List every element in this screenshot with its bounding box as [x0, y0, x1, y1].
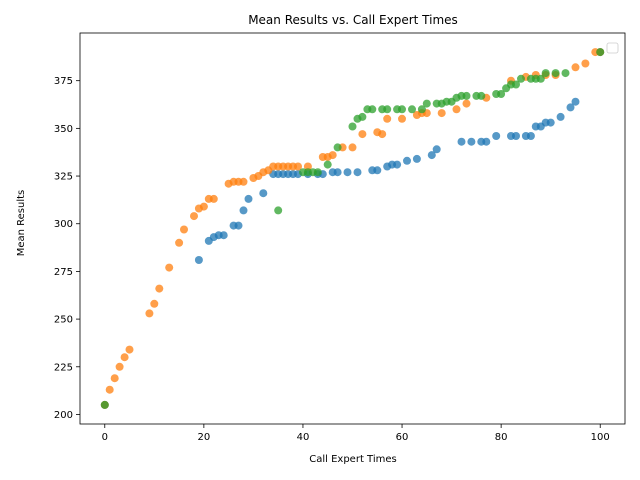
data-point-s2-11: [175, 238, 184, 247]
data-point-s2-5: [120, 353, 129, 362]
data-point-s1-31: [412, 154, 421, 163]
x-tick-label: 60: [396, 432, 409, 443]
data-point-s3-13: [368, 105, 377, 114]
data-point-s3-17: [398, 105, 406, 114]
data-point-s1-38: [492, 132, 501, 140]
data-point-s1-30: [403, 156, 411, 165]
data-point-s1-11: [259, 189, 268, 198]
y-axis-label: Mean Results: [16, 190, 27, 257]
data-point-s3-6: [313, 168, 322, 177]
data-point-s3-11: [358, 112, 367, 121]
data-point-s1-49: [571, 97, 580, 106]
data-point-s1-26: [373, 166, 382, 175]
x-tick-label: 40: [297, 432, 310, 443]
data-point-s1-2: [194, 256, 203, 264]
y-tick-label: 275: [54, 267, 73, 278]
data-point-s2-8: [150, 299, 159, 308]
data-point-s2-6: [125, 345, 134, 354]
data-point-s1-33: [432, 145, 441, 154]
data-point-s2-40: [378, 130, 387, 139]
data-point-s3-7: [323, 160, 332, 169]
y-tick-label: 200: [54, 410, 73, 421]
data-point-s1-10: [244, 194, 253, 203]
data-point-s1-34: [457, 137, 466, 146]
data-point-s1-48: [566, 103, 575, 112]
data-point-s2-7: [145, 309, 154, 318]
data-point-s3-15: [383, 105, 392, 114]
data-point-s1-46: [546, 118, 555, 127]
data-point-s2-13: [190, 212, 198, 221]
data-point-s1-8: [234, 221, 243, 230]
data-point-s3-18: [408, 105, 416, 114]
legend-box: [606, 42, 619, 54]
data-point-s2-46: [437, 109, 446, 118]
data-point-s3-2: [274, 206, 283, 215]
data-point-s2-15: [199, 202, 208, 211]
data-point-s3-39: [541, 69, 550, 78]
data-point-s2-42: [398, 114, 406, 123]
data-point-s1-32: [427, 151, 436, 160]
data-point-s1-6: [219, 231, 228, 240]
y-axis: 200 225 250 275 300 325 350 375: [54, 76, 80, 421]
data-point-s3-27: [462, 91, 471, 100]
data-point-s3-29: [477, 91, 486, 100]
data-point-s2-12: [180, 225, 188, 234]
data-point-s3-40: [551, 69, 560, 78]
data-point-s3-41: [561, 69, 570, 78]
data-point-s2-37: [348, 143, 357, 152]
data-point-s1-42: [526, 132, 535, 140]
data-point-s2-3: [110, 374, 119, 383]
data-point-s1-22: [333, 168, 342, 177]
data-point-s1-37: [482, 137, 491, 146]
data-point-s1-40: [512, 132, 520, 140]
data-point-s2-4: [115, 362, 124, 371]
data-point-s1-35: [467, 137, 476, 146]
data-point-s3-31: [497, 90, 506, 98]
x-tick-label: 20: [197, 432, 210, 443]
x-tick-label: 0: [102, 432, 108, 443]
data-point-s2-56: [581, 59, 590, 68]
data-point-s3-9: [348, 122, 357, 131]
data-point-s3-35: [517, 74, 525, 83]
data-point-s2-35: [328, 151, 337, 160]
data-point-s2-47: [452, 105, 461, 114]
data-point-s3-19: [417, 105, 426, 114]
data-point-s3-20: [422, 99, 431, 108]
data-point-s1-24: [353, 168, 362, 177]
data-point-s3-8: [333, 143, 342, 152]
plot-frame: [79, 32, 626, 425]
data-point-s3-38: [536, 74, 545, 83]
data-point-s2-9: [155, 284, 164, 293]
chart-title: Mean Results vs. Call Expert Times: [248, 13, 458, 27]
data-point-s3-42: [596, 48, 605, 57]
data-point-s2-48: [462, 99, 471, 108]
data-points: [100, 48, 605, 409]
y-tick-label: 225: [54, 362, 73, 373]
data-point-s2-55: [571, 63, 580, 72]
data-point-s3-34: [512, 80, 520, 89]
data-point-s2-2: [105, 385, 114, 394]
data-point-s1-23: [343, 168, 352, 177]
data-point-s1-29: [393, 160, 402, 169]
data-point-s2-21: [239, 177, 248, 186]
data-point-s2-38: [358, 130, 367, 139]
data-point-s2-41: [383, 114, 392, 123]
y-tick-label: 375: [54, 76, 73, 87]
data-point-s2-32: [303, 162, 312, 171]
data-point-s1-9: [239, 206, 248, 215]
data-point-s2-10: [165, 263, 174, 272]
x-tick-label: 80: [495, 432, 508, 443]
x-axis-label: Call Expert Times: [309, 454, 396, 465]
x-tick-label: 100: [591, 432, 610, 443]
y-tick-label: 300: [54, 219, 73, 230]
data-point-s3-1: [100, 400, 109, 409]
y-tick-label: 350: [54, 124, 73, 135]
x-axis: 0 20 40 60 80 100: [102, 424, 610, 443]
y-tick-label: 325: [54, 172, 73, 183]
data-point-s1-47: [556, 112, 565, 121]
data-point-s2-17: [209, 194, 218, 203]
data-point-s2-31: [294, 162, 302, 171]
y-tick-label: 250: [54, 315, 73, 326]
